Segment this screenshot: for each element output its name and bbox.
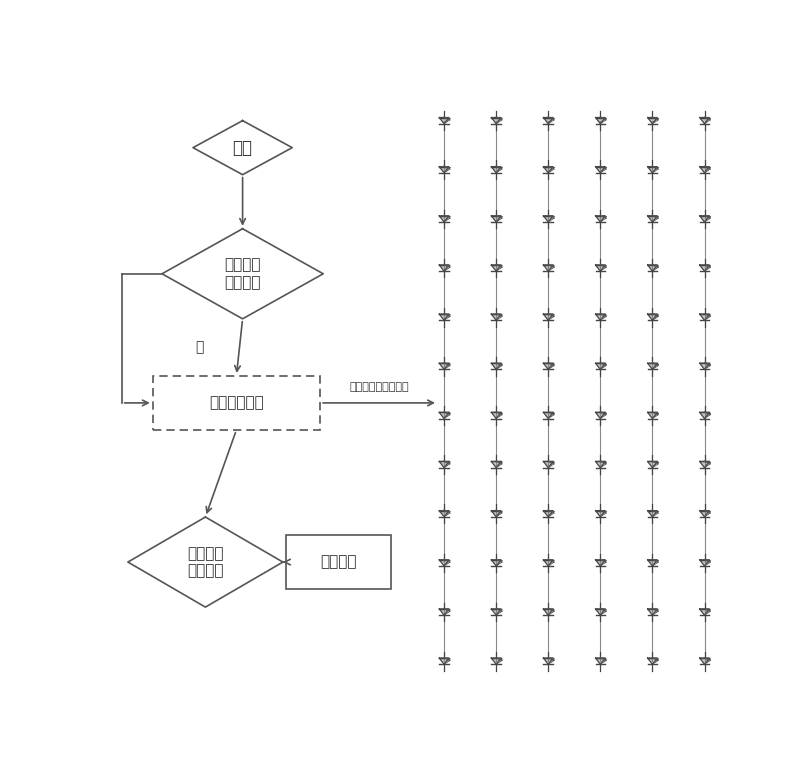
- Polygon shape: [491, 560, 501, 566]
- Polygon shape: [647, 462, 658, 468]
- Polygon shape: [439, 265, 449, 271]
- Polygon shape: [439, 413, 449, 419]
- Polygon shape: [439, 511, 449, 517]
- Text: 否: 否: [195, 340, 203, 354]
- Polygon shape: [439, 658, 449, 665]
- Polygon shape: [543, 167, 553, 173]
- Polygon shape: [543, 560, 553, 566]
- Polygon shape: [491, 118, 501, 124]
- Polygon shape: [595, 265, 605, 271]
- Polygon shape: [439, 314, 449, 321]
- Polygon shape: [700, 511, 710, 517]
- Polygon shape: [543, 118, 553, 124]
- Polygon shape: [647, 314, 658, 321]
- Polygon shape: [491, 167, 501, 173]
- Polygon shape: [595, 216, 605, 222]
- Polygon shape: [491, 314, 501, 321]
- Polygon shape: [647, 658, 658, 665]
- Polygon shape: [193, 121, 292, 175]
- Polygon shape: [700, 609, 710, 615]
- Polygon shape: [595, 511, 605, 517]
- Polygon shape: [647, 265, 658, 271]
- Polygon shape: [595, 118, 605, 124]
- Polygon shape: [647, 511, 658, 517]
- Polygon shape: [647, 363, 658, 370]
- Polygon shape: [491, 265, 501, 271]
- Bar: [153, 376, 320, 430]
- Polygon shape: [595, 167, 605, 173]
- Polygon shape: [543, 658, 553, 665]
- Polygon shape: [543, 511, 553, 517]
- Polygon shape: [700, 560, 710, 566]
- Polygon shape: [439, 118, 449, 124]
- Polygon shape: [700, 118, 710, 124]
- Polygon shape: [439, 609, 449, 615]
- Polygon shape: [595, 609, 605, 615]
- Polygon shape: [162, 229, 323, 319]
- Polygon shape: [700, 363, 710, 370]
- Polygon shape: [700, 462, 710, 468]
- Text: 应急照明（部分先）: 应急照明（部分先）: [349, 382, 409, 392]
- Polygon shape: [647, 413, 658, 419]
- Polygon shape: [491, 413, 501, 419]
- Polygon shape: [647, 167, 658, 173]
- Polygon shape: [700, 167, 710, 173]
- Polygon shape: [700, 314, 710, 321]
- Polygon shape: [491, 511, 501, 517]
- Polygon shape: [439, 363, 449, 370]
- Polygon shape: [128, 517, 283, 607]
- Text: 备用电源: 备用电源: [321, 555, 357, 569]
- Polygon shape: [700, 658, 710, 665]
- Polygon shape: [543, 265, 553, 271]
- Polygon shape: [647, 560, 658, 566]
- Polygon shape: [700, 216, 710, 222]
- Polygon shape: [543, 314, 553, 321]
- Polygon shape: [543, 363, 553, 370]
- Text: 电量检测
亮度调节: 电量检测 亮度调节: [187, 546, 224, 578]
- Polygon shape: [595, 658, 605, 665]
- Polygon shape: [700, 265, 710, 271]
- Text: 主用供电
是否异常: 主用供电 是否异常: [224, 257, 261, 290]
- Polygon shape: [595, 363, 605, 370]
- Polygon shape: [491, 658, 501, 665]
- Polygon shape: [647, 609, 658, 615]
- Polygon shape: [647, 118, 658, 124]
- Polygon shape: [595, 413, 605, 419]
- Polygon shape: [491, 363, 501, 370]
- Polygon shape: [491, 609, 501, 615]
- Bar: [286, 535, 391, 589]
- Polygon shape: [439, 167, 449, 173]
- Text: 开始: 开始: [233, 139, 253, 157]
- Polygon shape: [491, 216, 501, 222]
- Polygon shape: [595, 462, 605, 468]
- Polygon shape: [439, 560, 449, 566]
- Polygon shape: [543, 462, 553, 468]
- Text: 启用应急照明: 启用应急照明: [209, 395, 264, 410]
- Polygon shape: [700, 413, 710, 419]
- Polygon shape: [543, 609, 553, 615]
- Polygon shape: [647, 216, 658, 222]
- Polygon shape: [543, 216, 553, 222]
- Polygon shape: [543, 413, 553, 419]
- Polygon shape: [491, 462, 501, 468]
- Polygon shape: [439, 462, 449, 468]
- Polygon shape: [439, 216, 449, 222]
- Polygon shape: [595, 314, 605, 321]
- Polygon shape: [595, 560, 605, 566]
